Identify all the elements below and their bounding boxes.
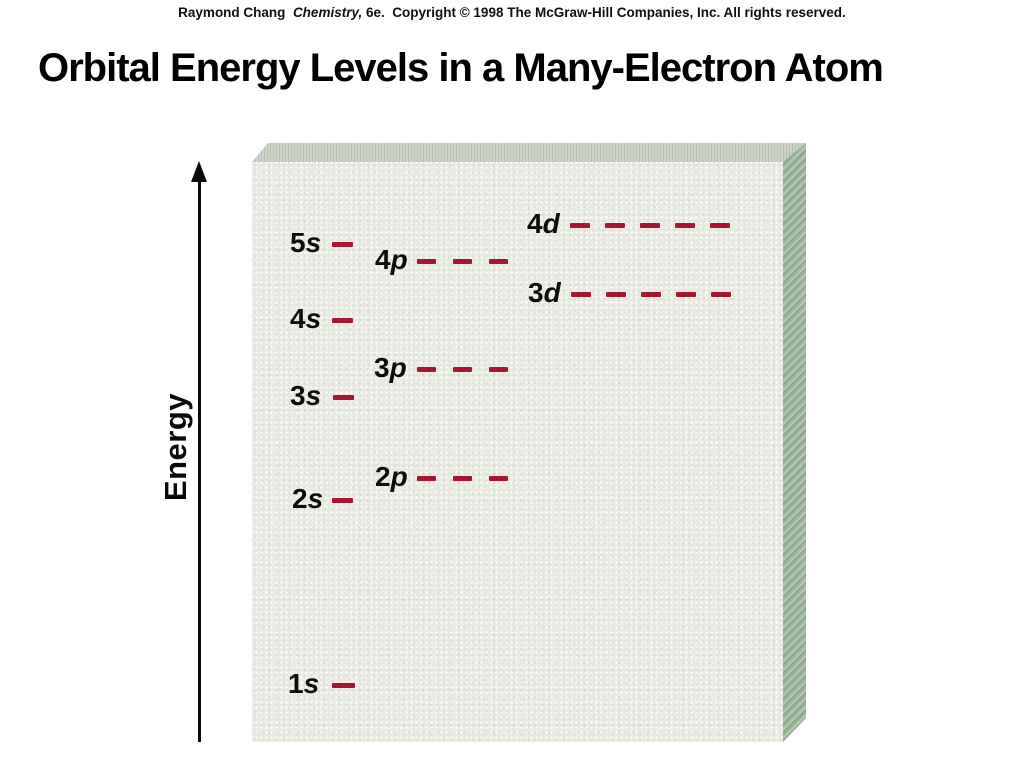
orbital-dash [711, 292, 731, 297]
level-label-3p: 3p [374, 351, 407, 383]
orbital-dash [417, 476, 436, 481]
level-label-4p: 4p [375, 243, 408, 275]
page-title: Orbital Energy Levels in a Many-Electron… [38, 46, 884, 90]
orbital-dash [606, 292, 626, 297]
level-label-5s: 5s [290, 226, 322, 258]
credit-author: Raymond Chang [178, 5, 293, 20]
level-label-2p: 2p [375, 460, 408, 492]
orbital-dash [332, 318, 353, 323]
orbital-dash [710, 223, 730, 228]
level-label-4d: 4d [527, 207, 560, 239]
orbital-dash [453, 476, 472, 481]
orbital-dash [641, 292, 661, 297]
level-label-3s: 3s [290, 379, 322, 411]
orbital-dash [570, 223, 590, 228]
orbital-dash [332, 683, 355, 688]
orbital-dash [489, 476, 508, 481]
orbital-dash [489, 367, 508, 372]
credit-rights: 6e. Copyright © 1998 The McGraw-Hill Com… [362, 5, 846, 20]
level-label-4s: 4s [290, 302, 322, 334]
orbital-dash [453, 367, 472, 372]
level-label-3d: 3d [528, 276, 561, 308]
orbital-dash [417, 259, 436, 264]
level-label-1s: 1s [288, 667, 320, 699]
orbital-dash [675, 223, 695, 228]
orbital-dash [676, 292, 696, 297]
arrow-up-icon [191, 161, 207, 182]
orbital-dash [333, 395, 354, 400]
orbital-dash [332, 242, 353, 247]
box-top-face [252, 143, 806, 162]
energy-axis-line [198, 178, 201, 742]
credit-book-title: Chemistry, [292, 5, 363, 20]
box-right-face [783, 143, 806, 742]
orbital-dash [605, 223, 625, 228]
orbital-dash [489, 259, 508, 264]
copyright-line: Raymond Chang Chemistry, 6e. Copyright ©… [0, 5, 1024, 20]
orbital-dash [417, 367, 436, 372]
orbital-dash [332, 498, 353, 503]
energy-axis-label: Energy [158, 392, 193, 502]
orbital-dash [571, 292, 591, 297]
orbital-energy-box: 4d 5s 4p 3d 4s 3p 3s 2p 2s 1s [252, 162, 783, 742]
orbital-dash [640, 223, 660, 228]
level-label-2s: 2s [292, 482, 324, 514]
orbital-dash [453, 259, 472, 264]
